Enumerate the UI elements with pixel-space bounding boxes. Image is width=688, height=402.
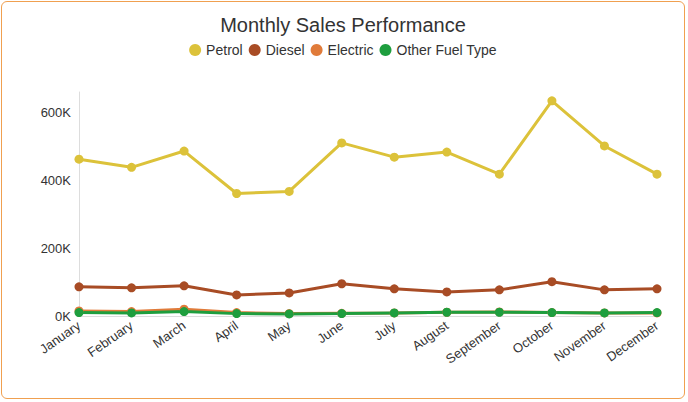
svg-text:Diesel: Diesel <box>266 42 305 58</box>
svg-text:February: February <box>85 318 137 360</box>
svg-text:November: November <box>551 317 609 364</box>
svg-text:May: May <box>265 318 294 345</box>
svg-text:0K: 0K <box>55 308 71 324</box>
svg-text:400K: 400K <box>41 173 72 188</box>
svg-text:March: March <box>150 318 188 351</box>
svg-text:August: August <box>409 318 451 354</box>
svg-text:200K: 200K <box>41 241 72 256</box>
svg-text:January: January <box>37 318 84 357</box>
svg-text:April: April <box>211 318 241 345</box>
svg-text:Monthly Sales Performance: Monthly Sales Performance <box>220 14 466 36</box>
svg-text:June: June <box>314 318 346 346</box>
svg-text:Other Fuel Type: Other Fuel Type <box>396 42 496 58</box>
svg-text:October: October <box>510 317 557 356</box>
svg-text:600K: 600K <box>41 105 72 120</box>
svg-text:July: July <box>371 318 399 344</box>
svg-text:Petrol: Petrol <box>206 42 243 58</box>
svg-text:Electric: Electric <box>328 42 374 58</box>
svg-text:September: September <box>443 317 504 366</box>
svg-text:December: December <box>604 317 662 364</box>
